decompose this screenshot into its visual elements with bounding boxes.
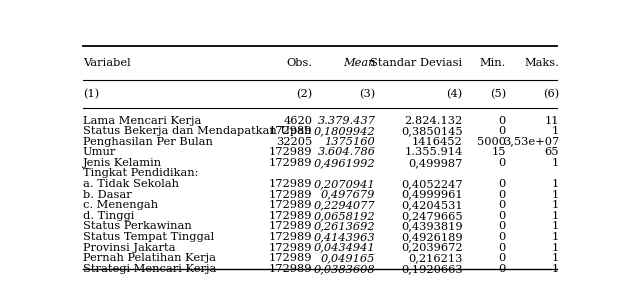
Text: 3.604.786: 3.604.786 [318, 147, 376, 157]
Text: 5000: 5000 [477, 137, 506, 147]
Text: 0,2070941: 0,2070941 [314, 179, 376, 189]
Text: Standar Deviasi: Standar Deviasi [370, 58, 462, 68]
Text: 11: 11 [545, 116, 559, 126]
Text: 3.379.437: 3.379.437 [318, 116, 376, 126]
Text: 172989: 172989 [269, 211, 313, 221]
Text: 32205: 32205 [276, 137, 313, 147]
Text: 0,4961992: 0,4961992 [314, 158, 376, 168]
Text: 0: 0 [499, 116, 506, 126]
Text: 0: 0 [499, 126, 506, 136]
Text: 172989: 172989 [269, 158, 313, 168]
Text: (5): (5) [490, 89, 506, 99]
Text: 172989: 172989 [269, 221, 313, 231]
Text: Pernah Pelatihan Kerja: Pernah Pelatihan Kerja [83, 253, 216, 263]
Text: 0,2039672: 0,2039672 [401, 243, 462, 253]
Text: Status Perkawinan: Status Perkawinan [83, 221, 192, 231]
Text: 172989: 172989 [269, 253, 313, 263]
Text: 1: 1 [552, 253, 559, 263]
Text: Umur: Umur [83, 147, 116, 157]
Text: 0,497679: 0,497679 [321, 190, 376, 200]
Text: 0,216213: 0,216213 [408, 253, 462, 263]
Text: Penghasilan Per Bulan: Penghasilan Per Bulan [83, 137, 213, 147]
Text: 0,4926189: 0,4926189 [401, 232, 462, 242]
Text: 15: 15 [492, 147, 506, 157]
Text: (1): (1) [83, 89, 99, 99]
Text: 0: 0 [499, 253, 506, 263]
Text: 172989: 172989 [269, 243, 313, 253]
Text: 0,4999961: 0,4999961 [401, 190, 462, 200]
Text: 0,4204531: 0,4204531 [401, 200, 462, 210]
Text: 0,2479665: 0,2479665 [401, 211, 462, 221]
Text: 1: 1 [552, 232, 559, 242]
Text: (4): (4) [446, 89, 462, 99]
Text: 1: 1 [552, 190, 559, 200]
Text: Tingkat Pendidikan:: Tingkat Pendidikan: [83, 168, 198, 178]
Text: 0,4052247: 0,4052247 [401, 179, 462, 189]
Text: 1: 1 [552, 211, 559, 221]
Text: Min.: Min. [480, 58, 506, 68]
Text: 172989: 172989 [269, 179, 313, 189]
Text: 172989: 172989 [269, 147, 313, 157]
Text: 0,1809942: 0,1809942 [314, 126, 376, 136]
Text: 0,0434941: 0,0434941 [314, 243, 376, 253]
Text: 0: 0 [499, 232, 506, 242]
Text: 1: 1 [552, 221, 559, 231]
Text: 0,1920663: 0,1920663 [401, 264, 462, 274]
Text: (3): (3) [359, 89, 376, 99]
Text: Lama Mencari Kerja: Lama Mencari Kerja [83, 116, 201, 126]
Text: 172989: 172989 [269, 190, 313, 200]
Text: 0: 0 [499, 200, 506, 210]
Text: 2.824.132: 2.824.132 [404, 116, 462, 126]
Text: 1: 1 [552, 179, 559, 189]
Text: 0,0658192: 0,0658192 [314, 211, 376, 221]
Text: Mean: Mean [343, 58, 376, 68]
Text: 0,3850145: 0,3850145 [401, 126, 462, 136]
Text: c. Menengah: c. Menengah [83, 200, 158, 210]
Text: 1: 1 [552, 200, 559, 210]
Text: 172989: 172989 [269, 232, 313, 242]
Text: 1: 1 [552, 264, 559, 274]
Text: b. Dasar: b. Dasar [83, 190, 132, 200]
Text: 0,499987: 0,499987 [408, 158, 462, 168]
Text: Provinsi Jakarta: Provinsi Jakarta [83, 243, 175, 253]
Text: 172989: 172989 [269, 126, 313, 136]
Text: Maks.: Maks. [524, 58, 559, 68]
Text: 1.355.914: 1.355.914 [404, 147, 462, 157]
Text: 0,4143963: 0,4143963 [314, 232, 376, 242]
Text: 65: 65 [545, 147, 559, 157]
Text: a. Tidak Sekolah: a. Tidak Sekolah [83, 179, 179, 189]
Text: 172989: 172989 [269, 200, 313, 210]
Text: 0: 0 [499, 190, 506, 200]
Text: (6): (6) [543, 89, 559, 99]
Text: 3,53e+07: 3,53e+07 [503, 137, 559, 147]
Text: 0,2613692: 0,2613692 [314, 221, 376, 231]
Text: 0: 0 [499, 179, 506, 189]
Text: 0,049165: 0,049165 [321, 253, 376, 263]
Text: 0: 0 [499, 158, 506, 168]
Text: 1416452: 1416452 [412, 137, 462, 147]
Text: (2): (2) [296, 89, 313, 99]
Text: 0: 0 [499, 264, 506, 274]
Text: 172989: 172989 [269, 264, 313, 274]
Text: 1: 1 [552, 126, 559, 136]
Text: 0: 0 [499, 243, 506, 253]
Text: 0: 0 [499, 221, 506, 231]
Text: 0,2294077: 0,2294077 [314, 200, 376, 210]
Text: 0,0383608: 0,0383608 [314, 264, 376, 274]
Text: Obs.: Obs. [286, 58, 313, 68]
Text: 4620: 4620 [283, 116, 313, 126]
Text: Status Bekerja dan Mendapatkan Upah: Status Bekerja dan Mendapatkan Upah [83, 126, 311, 136]
Text: Status Tempat Tinggal: Status Tempat Tinggal [83, 232, 214, 242]
Text: 1: 1 [552, 158, 559, 168]
Text: d. Tinggi: d. Tinggi [83, 211, 134, 221]
Text: Jenis Kelamin: Jenis Kelamin [83, 158, 162, 168]
Text: Strategi Mencari Kerja: Strategi Mencari Kerja [83, 264, 216, 274]
Text: Variabel: Variabel [83, 58, 130, 68]
Text: 0: 0 [499, 211, 506, 221]
Text: 1375160: 1375160 [324, 137, 376, 147]
Text: 0,4393819: 0,4393819 [401, 221, 462, 231]
Text: 1: 1 [552, 243, 559, 253]
